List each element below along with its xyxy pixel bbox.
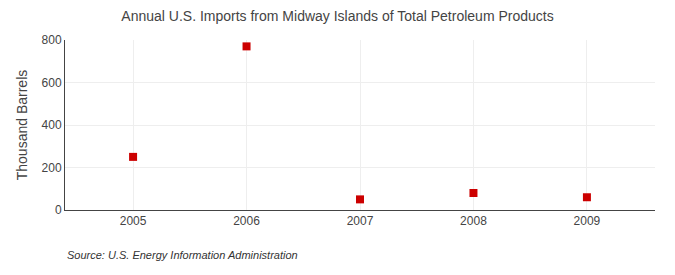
svg-text:2009: 2009 <box>574 214 601 228</box>
svg-text:Source: U.S. Energy Informatio: Source: U.S. Energy Information Administ… <box>67 249 298 261</box>
svg-text:2006: 2006 <box>233 214 260 228</box>
svg-text:Annual U.S. Imports from Midwa: Annual U.S. Imports from Midway Islands … <box>121 8 553 24</box>
svg-text:400: 400 <box>42 118 62 132</box>
svg-text:200: 200 <box>42 161 62 175</box>
svg-text:2007: 2007 <box>347 214 374 228</box>
svg-text:0: 0 <box>55 203 62 217</box>
svg-text:600: 600 <box>42 76 62 90</box>
svg-text:2008: 2008 <box>460 214 487 228</box>
svg-text:2005: 2005 <box>120 214 147 228</box>
svg-text:800: 800 <box>42 33 62 47</box>
svg-text:Thousand Barrels: Thousand Barrels <box>14 70 30 181</box>
